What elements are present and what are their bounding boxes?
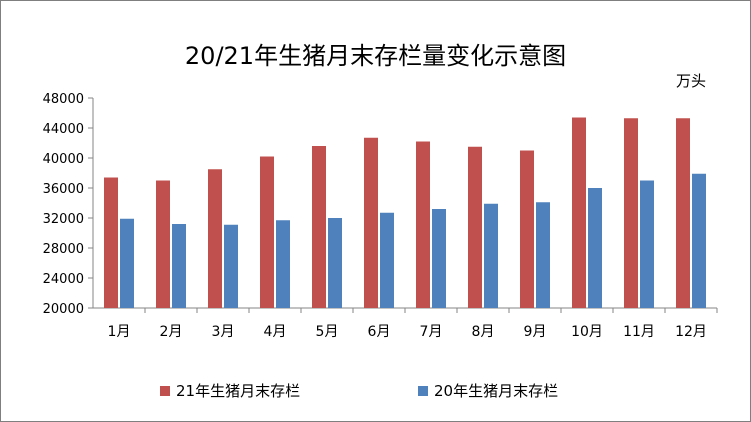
bar-2020 [172, 224, 186, 308]
x-tick-label: 1月 [108, 324, 131, 340]
bar-2020 [692, 173, 706, 308]
bar-2020 [588, 188, 602, 308]
x-tick-label: 5月 [316, 324, 339, 340]
legend-label-2021: 21年生猪月末存栏 [176, 382, 301, 400]
x-tick-label: 9月 [524, 324, 547, 340]
bar-2020 [536, 202, 550, 308]
chart-title: 20/21年生猪月末存栏量变化示意图 [184, 42, 567, 70]
bar-2020 [380, 212, 394, 308]
bar-2021 [572, 117, 586, 308]
bar-2021 [208, 169, 222, 308]
x-tick-label: 10月 [571, 324, 603, 340]
bar-2020 [432, 209, 446, 308]
y-tick-label: 28000 [43, 242, 84, 257]
legend-item-2021: 21年生猪月末存栏 [160, 380, 300, 401]
bar-2020 [224, 224, 238, 308]
legend-swatch-2020 [418, 385, 428, 396]
legend-swatch-2021 [160, 385, 170, 396]
bar-2020 [328, 218, 342, 308]
bar-2021 [468, 146, 482, 308]
y-tick-label: 44000 [43, 122, 84, 137]
legend-label-2020: 20年生猪月末存栏 [434, 382, 559, 400]
x-tick-label: 4月 [264, 324, 287, 340]
y-tick-label: 20000 [43, 302, 84, 317]
bar-2021 [312, 146, 326, 308]
y-tick-label: 24000 [43, 272, 84, 287]
x-tick-label: 7月 [420, 324, 443, 340]
y-tick-label: 32000 [43, 212, 84, 227]
x-tick-label: 3月 [212, 324, 235, 340]
bar-2021 [416, 141, 430, 308]
bar-2021 [624, 118, 638, 308]
legend-item-2020: 20年生猪月末存栏 [418, 380, 558, 401]
bar-2021 [364, 137, 378, 308]
bar-2020 [120, 218, 134, 308]
x-tick-label: 6月 [368, 324, 391, 340]
bar-2021 [260, 156, 274, 308]
bar-2020 [640, 180, 654, 308]
x-tick-label: 2月 [160, 324, 183, 340]
y-tick-label: 40000 [43, 152, 84, 167]
x-tick-label: 8月 [472, 324, 495, 340]
y-tick-label: 48000 [43, 92, 84, 107]
bar-2021 [104, 177, 118, 308]
bar-2021 [156, 180, 170, 308]
y-tick-label: 36000 [43, 182, 84, 197]
bar-2020 [484, 203, 498, 308]
bar-2020 [276, 220, 290, 308]
unit-label: 万头 [676, 72, 707, 90]
bar-2021 [676, 118, 690, 308]
x-tick-label: 11月 [623, 324, 655, 340]
bar-2021 [520, 150, 534, 308]
x-tick-label: 12月 [675, 324, 707, 340]
